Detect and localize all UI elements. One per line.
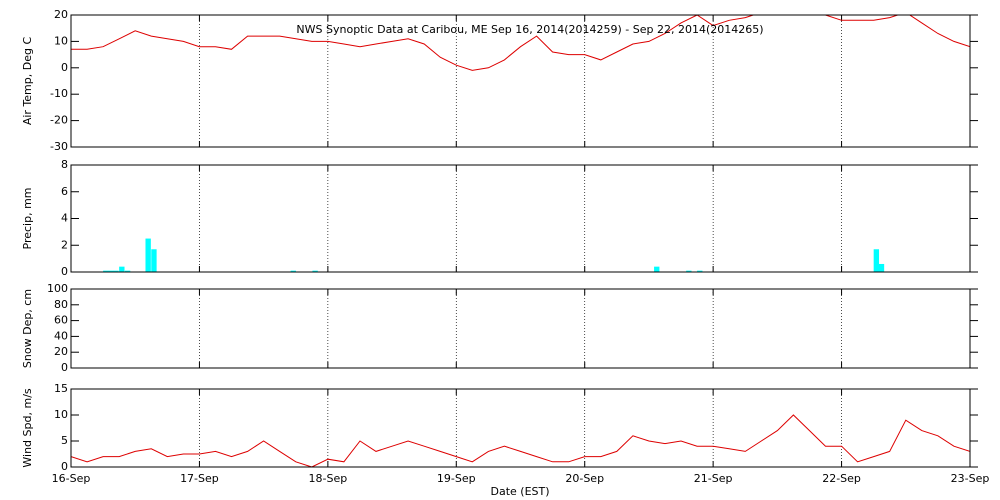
plot-area	[103, 238, 885, 272]
plot-frame	[70, 14, 971, 148]
y-tick-label: -10	[50, 87, 68, 100]
bar	[697, 270, 703, 272]
bar	[654, 266, 660, 272]
plot-frame	[70, 388, 971, 468]
y-tick-label: 60	[54, 314, 68, 327]
y-tick-label: 10	[54, 34, 68, 47]
x-tick-label: 23-Sep	[951, 472, 990, 485]
y-tick-label: 20	[54, 345, 68, 358]
bar	[878, 263, 885, 272]
y-tick-label: 0	[61, 61, 68, 74]
x-axis-label: Date (EST)	[490, 485, 549, 498]
bar	[873, 249, 880, 272]
bar	[312, 270, 318, 272]
y-axis-label: Wind Spd, m/s	[21, 388, 34, 468]
bar	[686, 270, 692, 272]
x-tick-label: 18-Sep	[309, 472, 348, 485]
y-tick-label: 0	[61, 460, 68, 473]
plot-frame	[70, 164, 971, 273]
bar	[108, 270, 114, 272]
x-tick-label: 17-Sep	[180, 472, 219, 485]
y-tick-label: 0	[61, 265, 68, 278]
y-tick-label: 15	[54, 382, 68, 395]
x-tick-label: 21-Sep	[694, 472, 733, 485]
plot-area	[71, 414, 970, 467]
y-tick-label: 10	[54, 408, 68, 421]
y-tick-label: 80	[54, 298, 68, 311]
y-tick-label: 8	[61, 158, 68, 171]
line-series	[71, 414, 970, 467]
plot-area	[71, 15, 970, 71]
x-tick-label: 19-Sep	[437, 472, 476, 485]
bar	[124, 270, 131, 272]
y-tick-label: 100	[47, 282, 68, 295]
y-tick-label: 6	[61, 185, 68, 198]
chart-title: NWS Synoptic Data at Caribou, ME Sep 16,…	[296, 23, 763, 36]
y-tick-label: 20	[54, 8, 68, 21]
bar	[151, 249, 157, 272]
x-tick-label: 20-Sep	[565, 472, 604, 485]
y-tick-label: -30	[50, 140, 68, 153]
y-axis-label: Precip, mm	[21, 188, 34, 250]
y-tick-label: 4	[61, 212, 68, 225]
bar	[113, 270, 119, 272]
y-tick-label: 2	[61, 238, 68, 251]
y-tick-label: 40	[54, 329, 68, 342]
y-tick-label: -20	[50, 114, 68, 127]
y-tick-label: 0	[61, 361, 68, 374]
y-axis-label: Snow Dep, cm	[21, 289, 34, 368]
bar	[103, 270, 109, 272]
x-tick-label: 16-Sep	[52, 472, 91, 485]
bar	[290, 270, 296, 272]
bar	[145, 238, 151, 272]
line-series	[71, 15, 970, 71]
bar	[119, 266, 125, 272]
x-tick-label: 22-Sep	[822, 472, 861, 485]
plot-frame	[70, 288, 971, 369]
y-axis-label: Air Temp, Deg C	[21, 37, 34, 126]
y-tick-label: 5	[61, 434, 68, 447]
